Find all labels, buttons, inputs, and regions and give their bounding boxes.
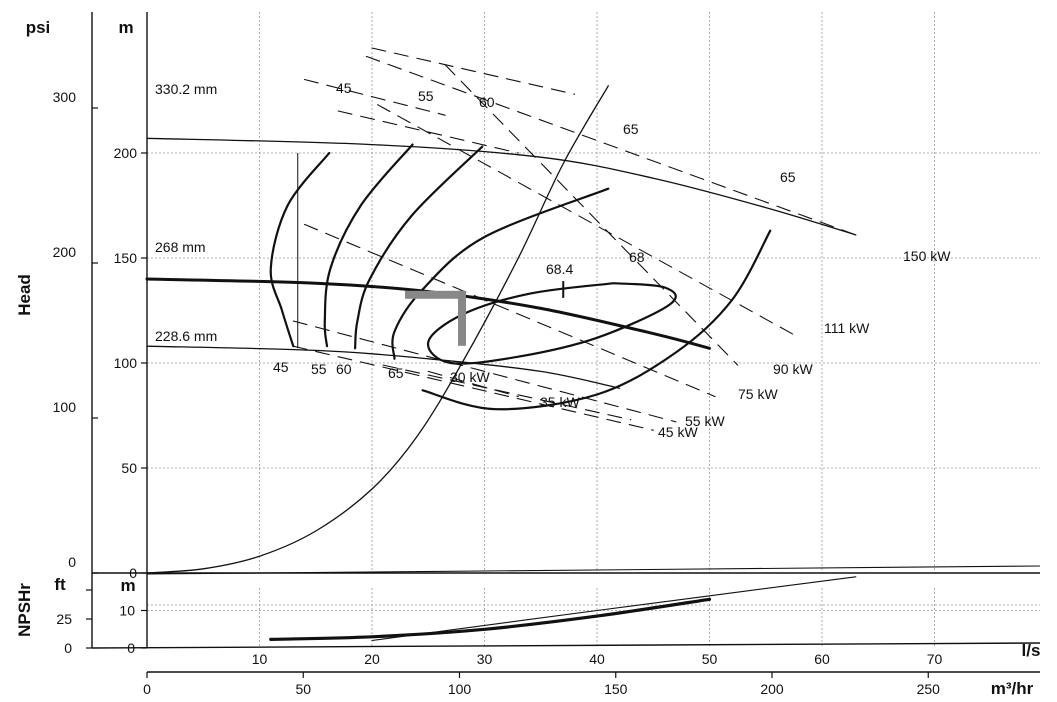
impeller-curve-1 [146,137,857,236]
ls-tick-label: 20 [364,651,380,667]
curve-label-impeller-268: 268 mm [155,239,206,255]
curve-label-eff-60-bot: 60 [336,361,352,377]
curve-label-p111: 111 kW [824,320,870,336]
labels: 330.2 mm 268 mm 228.6 mm 45 55 60 65 65 45 55 60 65… [155,80,951,440]
curve-label-p45: 45 kW [658,424,698,440]
power-line-45-kw [292,345,654,431]
duty-point-marker-h [405,290,462,299]
curve-label-eff-65-top: 65 [623,121,639,137]
ls-tick-label: 50 [702,651,718,667]
m-tick-label: 150 [114,250,138,266]
ls-tick-label: 10 [252,651,268,667]
npsh-reference-line [371,576,857,642]
curve-label-eff-45-bot: 45 [273,359,289,375]
curves [145,47,857,642]
ft-tick-label: 0 [64,640,72,656]
m-tick-label: 200 [114,145,138,161]
curve-label-eff-684: 68.4 [546,261,573,277]
curve-label-impeller-228: 228.6 mm [155,328,217,344]
power-line-extra [371,47,576,95]
m3hr-tick-label: 0 [143,681,151,697]
efficiency-contour-65 [421,229,772,411]
npsh-m-unit-label: m [120,576,135,595]
curve-label-p30: 30 kW [450,369,490,385]
ls-tick-label: 70 [927,651,943,667]
ls-unit-label: l/s [1022,641,1041,660]
power-line-35-kw [382,364,632,421]
power-line-75-kw [303,223,716,398]
psi-tick-label: 0 [68,554,76,570]
power-line-extra [337,110,519,154]
m-tick-label: 100 [114,355,138,371]
curve-label-p90: 90 kW [773,361,813,377]
curve-label-p35: 35 kW [540,394,580,410]
ft-tick-label: 25 [56,611,72,627]
m-tick-label: 50 [121,460,137,476]
efficiency-contour-65 [391,187,610,360]
efficiency-contour-45 [269,151,331,348]
curve-label-eff-65-right: 65 [780,169,796,185]
impeller-curve-2 [145,277,711,350]
curve-label-impeller-330: 330.2 mm [155,81,217,97]
npshr-curve [269,597,712,641]
m3hr-unit-label: m³/hr [991,679,1034,698]
m-tick-label: 0 [129,565,137,581]
m3hr-tick-label: 100 [448,681,472,697]
curve-label-p75: 75 kW [738,386,778,402]
power-line-111-kw [377,104,801,339]
m3hr-tick-label: 150 [604,681,628,697]
efficiency-contour-60 [354,145,484,350]
duty-point-marker-v [458,290,466,346]
m3hr-tick-label: 200 [760,681,784,697]
impeller-curve-3 [146,345,621,389]
ls-tick-label: 30 [477,651,493,667]
power-line-55-kw [292,320,677,423]
curve-label-eff-45-top: 45 [336,80,352,96]
psi-tick-label: 200 [53,244,77,260]
efficiency-contour-68 [427,282,677,365]
head-baseline-slant [146,565,1041,575]
curve-label-eff-55-bot: 55 [311,361,327,377]
efficiency-contour-55 [323,143,414,348]
ls-tick-label: 60 [814,651,830,667]
grid-lines [147,12,1040,648]
m3hr-tick-label: 250 [917,681,941,697]
psi-tick-label: 300 [53,89,77,105]
npsh-m-tick-label: 10 [119,603,135,619]
m3hr-tick-label: 50 [295,681,311,697]
curve-label-p150: 150 kW [903,248,951,264]
power-line-150-kw [365,55,857,236]
power-line-extra [303,78,446,116]
ls-tick-label: 40 [589,651,605,667]
curve-label-eff-65-bot: 65 [388,365,404,381]
power-line-90-kw [444,64,739,366]
curve-label-p55: 55 kW [685,413,725,429]
npsh-m-tick-label: 0 [127,640,135,656]
psi-unit-label: psi [26,18,51,37]
npsh-baseline [91,642,1041,649]
npshr-axis-title: NPSHr [15,583,34,637]
head-axis-title: Head [15,274,34,316]
system-curve [146,85,609,574]
curve-label-eff-68: 68 [629,249,645,265]
curve-label-eff-55-top: 55 [418,88,434,104]
m-unit-label: m [118,18,133,37]
ft-unit-label: ft [54,575,66,594]
psi-tick-label: 100 [53,399,77,415]
curve-label-eff-60-top: 60 [479,94,495,110]
power-line-30-kw [427,370,519,398]
